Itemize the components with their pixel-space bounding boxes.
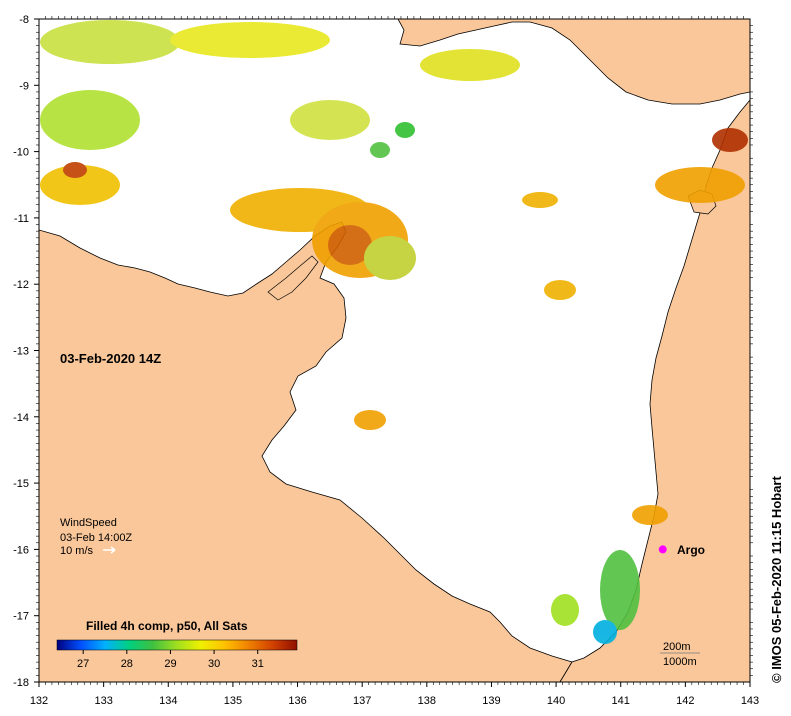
wind-legend: WindSpeed 03-Feb 14:00Z 10 m/s <box>60 517 132 557</box>
y-tick-label: -18 <box>13 677 29 689</box>
x-tick-label: 137 <box>353 695 371 707</box>
x-tick-label: 133 <box>94 695 112 707</box>
x-tick-label: 138 <box>418 695 436 707</box>
colorbar-gradient <box>56 639 298 651</box>
credit-text: © IMOS 05-Feb-2020 11:15 Hobart <box>769 476 784 683</box>
y-tick-label: -16 <box>13 544 29 556</box>
colorbar-tick-label: 29 <box>164 658 176 670</box>
y-tick-label: -9 <box>19 80 29 92</box>
isobath-1000-label: 1000m <box>663 656 697 668</box>
wind-title: WindSpeed <box>60 517 117 529</box>
x-tick-label: 132 <box>30 695 48 707</box>
wind-arrow-icon <box>103 546 116 554</box>
wind-scale: 10 m/s <box>60 545 94 557</box>
x-tick-label: 141 <box>612 695 630 707</box>
argo-float-icon <box>658 545 667 554</box>
argo-label: Argo <box>677 543 705 557</box>
y-tick-label: -14 <box>13 412 29 424</box>
x-tick-label: 142 <box>676 695 694 707</box>
colorbar-ticks: 27 28 29 30 31 <box>77 650 264 670</box>
x-axis: 132 133 134 135 136 137 138 139 140 141 142 143 <box>30 16 759 707</box>
x-tick-label: 135 <box>224 695 242 707</box>
x-tick-label: 139 <box>482 695 500 707</box>
x-tick-label: 134 <box>159 695 177 707</box>
y-tick-label: -13 <box>13 346 29 358</box>
isobath-legend: 200m 1000m <box>660 641 700 668</box>
date-label: 03-Feb-2020 14Z <box>60 351 161 366</box>
y-tick-label: -8 <box>19 14 29 26</box>
colorbar-tick-label: 27 <box>77 658 89 670</box>
colorbar: Filled 4h comp, p50, All Sats 27 28 29 30 31 <box>56 619 298 670</box>
land-island-west <box>267 255 319 301</box>
y-tick-label: -12 <box>13 279 29 291</box>
y-tick-label: -17 <box>13 611 29 623</box>
argo-marker: Argo <box>658 543 705 557</box>
x-tick-label: 143 <box>741 695 759 707</box>
land-new-guinea <box>397 19 750 105</box>
colorbar-title: Filled 4h comp, p50, All Sats <box>86 619 248 633</box>
y-tick-label: -11 <box>14 213 29 225</box>
x-tick-label: 140 <box>547 695 565 707</box>
sst-data-layer <box>40 20 748 644</box>
isobath-200-label: 200m <box>663 641 691 653</box>
y-tick-label: -10 <box>13 147 29 159</box>
colorbar-tick-label: 30 <box>208 658 220 670</box>
x-tick-label: 136 <box>288 695 306 707</box>
wind-time: 03-Feb 14:00Z <box>60 532 132 544</box>
colorbar-tick-label: 31 <box>252 658 264 670</box>
y-axis: -8 -9 -10 -11 -12 -13 -14 -15 -16 -17 -18 <box>13 14 753 689</box>
land-northern-territory <box>39 221 573 682</box>
colorbar-tick-label: 28 <box>121 658 133 670</box>
y-tick-label: -15 <box>13 478 29 490</box>
